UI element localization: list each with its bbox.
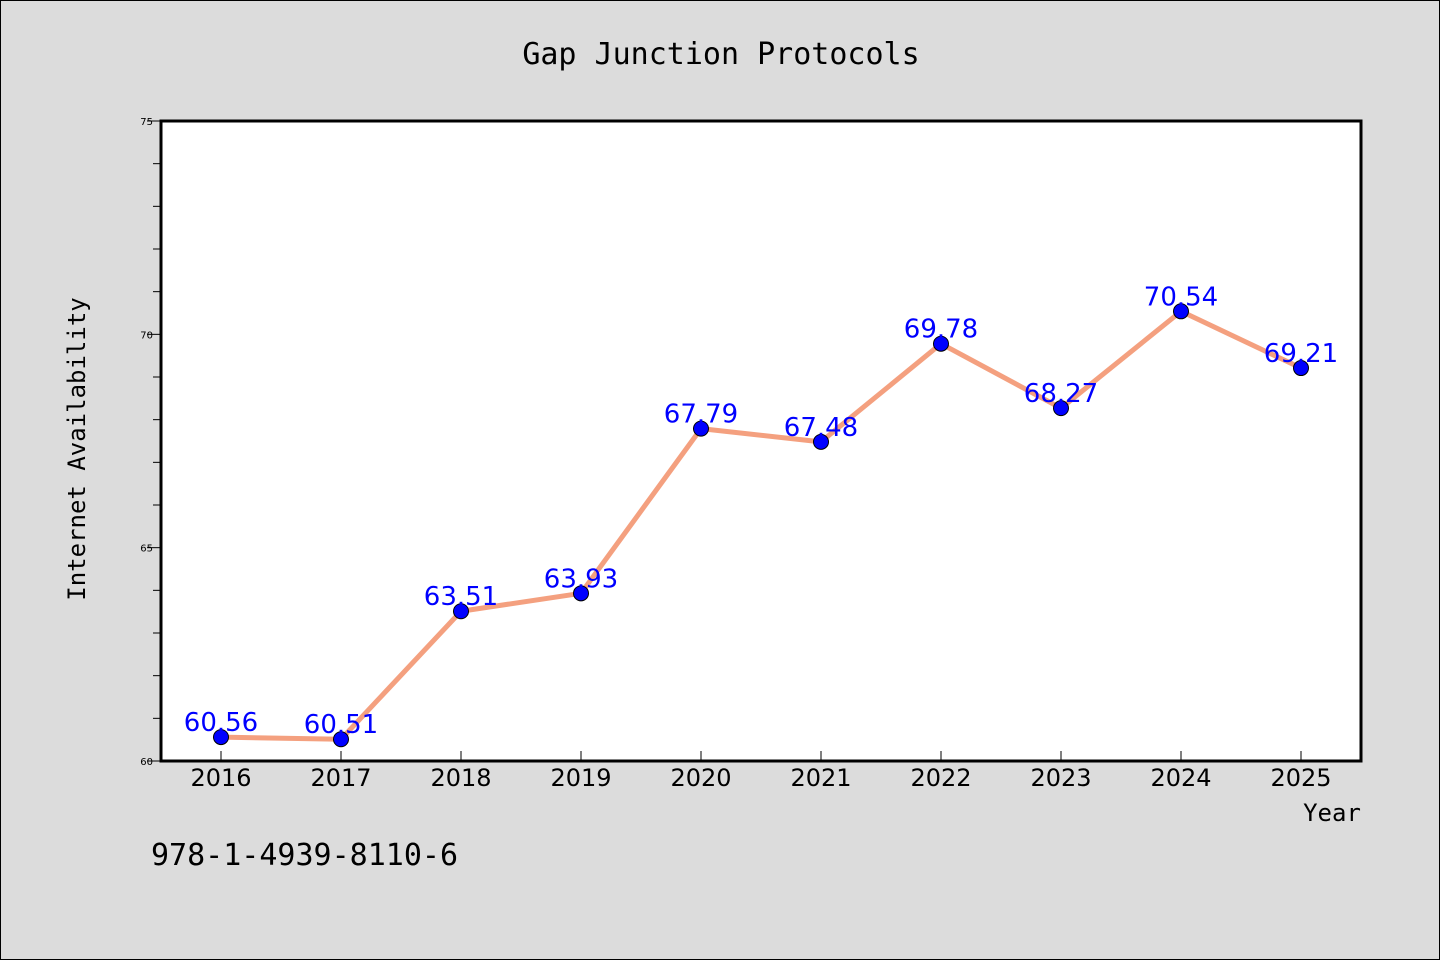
x-tick-label: 2022 (910, 764, 971, 792)
series-line (218, 308, 1304, 742)
y-axis-ticks: 60 65 70 75 (140, 117, 161, 768)
x-tick-label: 2020 (670, 764, 731, 792)
data-label: 69.78 (904, 315, 978, 345)
x-tick-label: 2016 (190, 764, 251, 792)
data-label: 60.56 (184, 708, 258, 738)
data-label: 63.93 (544, 564, 618, 594)
data-point (573, 585, 589, 602)
data-point (1053, 400, 1069, 417)
y-tick-label: 75 (140, 117, 153, 128)
data-point (813, 433, 829, 450)
data-point (1293, 360, 1309, 377)
series-markers (213, 303, 1309, 748)
x-tick-label: 2021 (790, 764, 851, 792)
x-axis-ticks: 2016 2017 2018 2019 2020 2021 2022 2023 2024 2025 (190, 751, 1332, 792)
data-label: 68.27 (1024, 379, 1098, 409)
chart-title: Gap Junction Protocols (522, 37, 919, 72)
x-axis-label: Year (1303, 799, 1361, 827)
y-tick-label: 60 (140, 757, 153, 768)
x-tick-label: 2017 (310, 764, 371, 792)
data-point (933, 335, 949, 352)
x-tick-label: 2019 (550, 764, 611, 792)
data-label: 69.21 (1264, 339, 1338, 369)
data-label: 60.51 (304, 710, 378, 740)
data-point (693, 420, 709, 437)
y-tick-label: 65 (140, 544, 153, 555)
data-point (1173, 303, 1189, 320)
x-tick-label: 2024 (1150, 764, 1211, 792)
data-point (453, 603, 469, 620)
y-tick-label: 70 (140, 330, 153, 341)
footer-code: 978-1-4939-8110-6 (151, 838, 458, 873)
series-line-layer (218, 308, 1304, 742)
plot-area (159, 119, 1363, 763)
data-label: 67.48 (784, 413, 858, 443)
data-point (333, 731, 349, 748)
y-axis-label: Internet Availability (63, 297, 91, 600)
data-label: 63.51 (424, 582, 498, 612)
data-labels: 60.56 60.51 63.51 63.93 67.79 67.48 69.78 68.27… (184, 282, 1338, 740)
data-label: 67.79 (664, 400, 738, 430)
x-tick-label: 2025 (1270, 764, 1331, 792)
data-label: 70.54 (1144, 282, 1218, 312)
x-tick-label: 2023 (1030, 764, 1091, 792)
data-point (213, 729, 229, 746)
x-tick-label: 2018 (430, 764, 491, 792)
